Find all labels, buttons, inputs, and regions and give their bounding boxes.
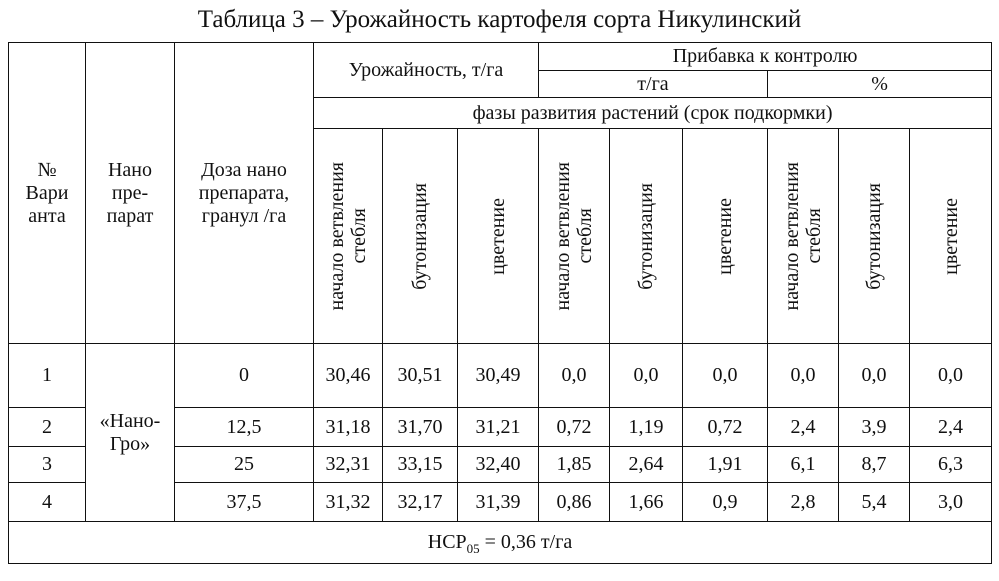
header-increase: Прибавка к контролю xyxy=(537,42,993,71)
cell-value: 1,66 xyxy=(609,482,683,522)
footnote-prefix: НСР xyxy=(427,530,467,553)
header-dose: Доза нано препарата, гранул /га xyxy=(174,42,314,344)
cell-value: 32,17 xyxy=(382,482,458,522)
cell-value: 0,0 xyxy=(767,343,839,408)
table-row: 1 «Нано- Гро» 0 30,46 30,51 30,49 0,0 0,… xyxy=(8,343,993,522)
footnote-lsd: НСР05 = 0,36 т/га xyxy=(7,521,993,564)
cell-dose: 0 xyxy=(174,343,314,408)
cell-value: 8,7 xyxy=(838,446,910,483)
cell-value: 31,32 xyxy=(313,482,383,522)
footnote-value: = 0,36 т/га xyxy=(479,530,573,553)
cell-value: 1,85 xyxy=(538,446,610,483)
header-phase-pct-branching: начало ветвления стебля xyxy=(767,128,839,344)
cell-variant: 2 xyxy=(8,407,86,447)
header-phase-yield-flowering: цветение xyxy=(457,128,539,344)
cell-value: 1,91 xyxy=(682,446,768,483)
table-row: 2 12,5 31,18 31,70 31,21 0,72 1,19 0,72 … xyxy=(8,407,993,447)
cell-variant: 4 xyxy=(8,482,86,522)
cell-dose: 12,5 xyxy=(174,407,314,447)
cell-value: 33,15 xyxy=(382,446,458,483)
cell-dose: 37,5 xyxy=(174,482,314,522)
cell-preparation: «Нано- Гро» xyxy=(85,343,175,522)
cell-value: 30,46 xyxy=(313,343,383,408)
cell-dose: 25 xyxy=(174,446,314,483)
cell-value: 2,64 xyxy=(609,446,683,483)
cell-value: 30,49 xyxy=(457,343,539,408)
cell-value: 6,3 xyxy=(908,446,993,483)
cell-value: 0,0 xyxy=(908,343,993,408)
header-phases: фазы развития растений (срок подкормки) xyxy=(312,97,993,129)
cell-value: 0,0 xyxy=(838,343,910,408)
header-increase-tha: т/га xyxy=(538,70,768,98)
cell-value: 1,19 xyxy=(609,407,683,447)
cell-value: 0,72 xyxy=(682,407,768,447)
table-row: 3 25 32,31 33,15 32,40 1,85 2,64 1,91 6,… xyxy=(8,446,993,483)
header-phase-pct-flowering: цветение xyxy=(908,128,993,344)
footnote-subscript: 05 xyxy=(466,540,480,556)
header-yield: Урожайность, т/га xyxy=(313,42,539,98)
header-phase-yield-branching: начало ветвления стебля xyxy=(313,128,383,344)
header-phase-yield-budding: бутонизация xyxy=(382,128,458,344)
cell-value: 32,31 xyxy=(313,446,383,483)
cell-variant: 1 xyxy=(8,343,86,408)
cell-value: 0,9 xyxy=(682,482,768,522)
header-phase-tha-branching: начало ветвления стебля xyxy=(538,128,610,344)
cell-value: 0,86 xyxy=(538,482,610,522)
cell-value: 31,39 xyxy=(457,482,539,522)
cell-value: 2,8 xyxy=(767,482,839,522)
cell-value: 5,4 xyxy=(838,482,910,522)
table-row: 4 37,5 31,32 32,17 31,39 0,86 1,66 0,9 2… xyxy=(8,482,993,522)
cell-value: 30,51 xyxy=(382,343,458,408)
cell-variant: 3 xyxy=(8,446,86,483)
cell-value: 3,0 xyxy=(908,482,993,522)
cell-value: 32,40 xyxy=(457,446,539,483)
cell-value: 3,9 xyxy=(838,407,910,447)
header-increase-percent: % xyxy=(766,70,993,98)
cell-value: 0,0 xyxy=(609,343,683,408)
header-phase-tha-flowering: цветение xyxy=(682,128,768,344)
cell-value: 2,4 xyxy=(767,407,839,447)
cell-value: 0,0 xyxy=(682,343,768,408)
cell-value: 31,18 xyxy=(313,407,383,447)
potato-yield-table: № Вари анта Нано пре- парат Доза нано пр… xyxy=(7,42,993,564)
cell-value: 31,21 xyxy=(457,407,539,447)
header-phase-pct-budding: бутонизация xyxy=(838,128,910,344)
header-variant: № Вари анта xyxy=(8,42,86,344)
header-preparation: Нано пре- парат xyxy=(85,42,175,344)
cell-value: 2,4 xyxy=(908,407,993,447)
header-phase-tha-budding: бутонизация xyxy=(609,128,683,344)
cell-value: 31,70 xyxy=(382,407,458,447)
cell-value: 0,0 xyxy=(538,343,610,408)
cell-value: 6,1 xyxy=(767,446,839,483)
table-caption: Таблица 3 – Урожайность картофеля сорта … xyxy=(197,6,802,33)
cell-value: 0,72 xyxy=(538,407,610,447)
